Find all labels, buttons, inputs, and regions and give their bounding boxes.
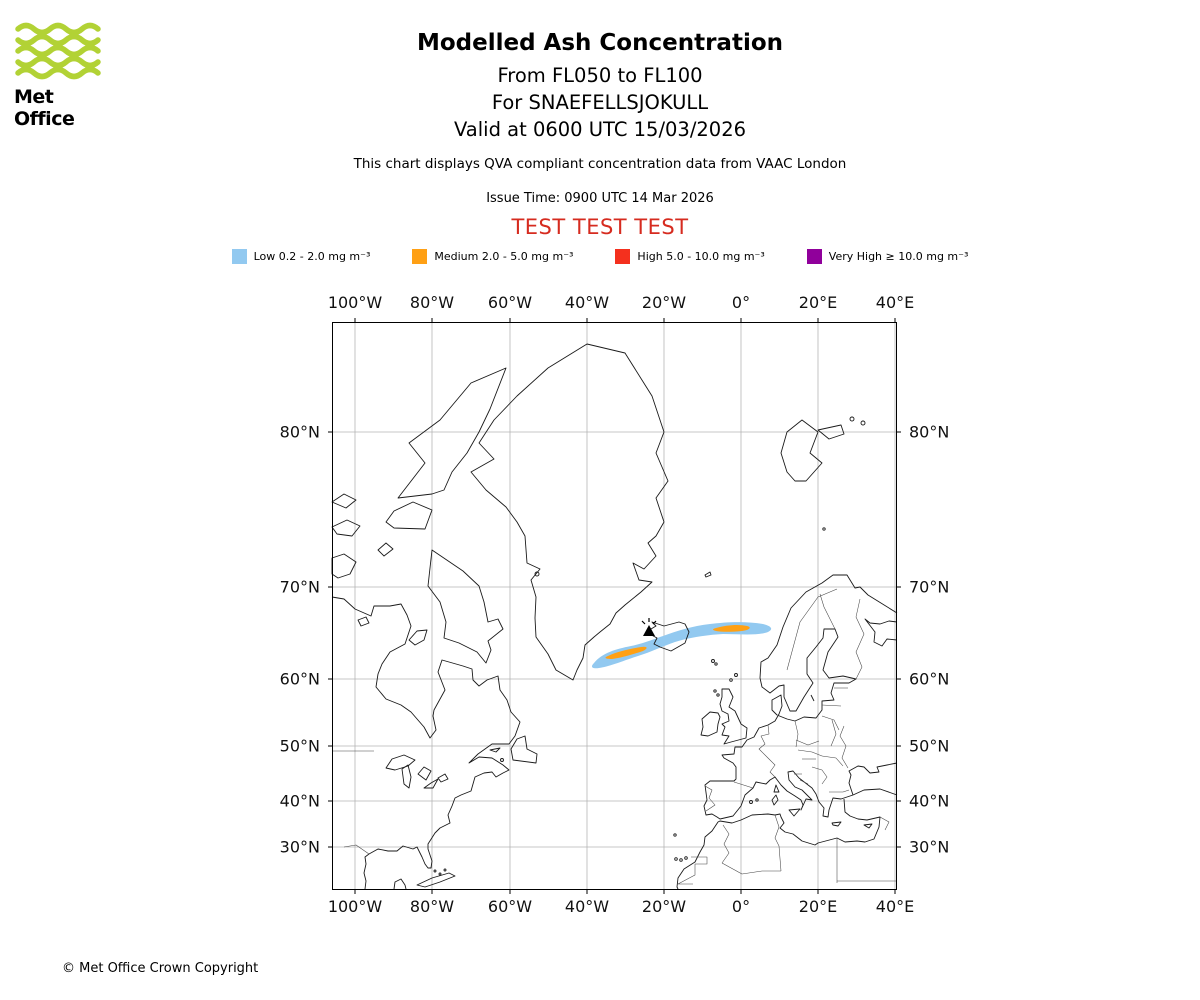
coast-arctic-island — [331, 519, 361, 537]
coast-north-america — [331, 596, 521, 890]
coast-europe-main — [703, 574, 898, 820]
x-tick-label-bottom: 20°E — [798, 897, 838, 916]
coast-king-william — [357, 616, 370, 627]
volcano-marker-icon — [641, 618, 657, 636]
y-tick-label-right: 70°N — [909, 577, 950, 597]
y-tick-label-right: 60°N — [909, 669, 950, 689]
coast-cuba — [416, 872, 456, 888]
y-tick-label-right: 40°N — [909, 791, 950, 811]
y-tick-label-right: 80°N — [909, 422, 950, 442]
coast-victoria-island — [331, 553, 357, 579]
ash-plume-layer — [591, 622, 772, 669]
x-tick-label-bottom: 0° — [731, 897, 751, 916]
legend-item: Very High ≥ 10.0 mg m⁻³ — [806, 249, 969, 264]
x-tick-label-top: 40°E — [875, 293, 915, 312]
coast-arctic-island-2 — [331, 493, 357, 509]
coast-corsica — [773, 784, 780, 793]
x-tick-label-top: 80°W — [409, 293, 455, 312]
y-tick-label-left: 80°N — [279, 422, 320, 442]
coast-iceland — [645, 621, 690, 652]
x-tick-label-bottom: 60°W — [487, 897, 533, 916]
x-tick-label-top: 20°W — [641, 293, 687, 312]
legend-swatch — [231, 249, 247, 264]
coastlines — [331, 343, 898, 890]
legend-item: High 5.0 - 10.0 mg m⁻³ — [615, 249, 765, 264]
y-tick-label-right: 30°N — [909, 837, 950, 857]
x-tick-label-top: 0° — [731, 293, 751, 312]
flight-level-subtitle: From FL050 to FL100 — [497, 64, 703, 87]
y-tick-label-right: 50°N — [909, 736, 950, 756]
test-banner: TEST TEST TEST — [511, 215, 689, 239]
y-tick-label-left: 50°N — [279, 736, 320, 756]
coast-crete — [831, 821, 842, 827]
coast-cyprus — [863, 823, 873, 829]
coast-sardinia — [771, 794, 779, 806]
chart-description: This chart displays QVA compliant concen… — [353, 156, 847, 172]
axis-tick-marks — [328, 318, 901, 894]
x-tick-label-top: 40°W — [564, 293, 610, 312]
legend: Low 0.2 - 2.0 mg m⁻³ Medium 2.0 - 5.0 mg … — [0, 249, 1200, 264]
coast-turkey-levant-africa — [676, 798, 881, 890]
map-canvas — [328, 318, 901, 894]
coast-newfoundland — [510, 735, 538, 764]
x-tick-label-bottom: 40°E — [875, 897, 915, 916]
coast-sicily — [788, 808, 801, 817]
coast-svalbard — [780, 419, 823, 482]
coast-ireland — [700, 711, 721, 737]
legend-item: Medium 2.0 - 5.0 mg m⁻³ — [412, 249, 573, 264]
coast-greenland — [470, 343, 669, 681]
x-tick-label-top: 60°W — [487, 293, 533, 312]
coast-yucatan — [393, 878, 407, 890]
y-tick-label-left: 60°N — [279, 669, 320, 689]
coast-somerset-island — [377, 542, 394, 557]
coast-southampton-island — [408, 629, 428, 646]
coast-devon-island — [385, 501, 433, 530]
y-tick-label-left: 70°N — [279, 577, 320, 597]
copyright-notice: © Met Office Crown Copyright — [62, 961, 259, 976]
coast-ellesmere — [397, 367, 507, 499]
coast-baffin-island — [427, 549, 504, 664]
logo-waves-icon — [15, 22, 101, 80]
coast-svalbard-ne — [817, 424, 845, 440]
graticule — [332, 322, 897, 890]
x-tick-label-bottom: 20°W — [641, 897, 687, 916]
ash-low-plume — [591, 622, 772, 669]
logo-wordmark: Met Office — [14, 86, 75, 130]
valid-time-subtitle: Valid at 0600 UTC 15/03/2026 — [453, 118, 747, 141]
legend-swatch — [412, 249, 428, 264]
met-office-logo: Met Office — [14, 22, 114, 130]
x-tick-label-bottom: 80°W — [409, 897, 455, 916]
y-tick-label-left: 30°N — [279, 837, 320, 857]
legend-swatch — [615, 249, 631, 264]
great-lakes — [385, 754, 449, 789]
x-tick-label-top: 20°E — [798, 293, 838, 312]
map-frame — [332, 322, 897, 890]
issue-time: Issue Time: 0900 UTC 14 Mar 2026 — [486, 191, 714, 206]
coast-white-sea — [864, 618, 898, 647]
coast-jan-mayen — [704, 571, 712, 578]
ash-medium-patch-east — [713, 624, 750, 632]
volcano-subtitle: For SNAEFELLSJOKULL — [491, 91, 709, 114]
x-tick-label-top: 100°W — [327, 293, 383, 312]
legend-label: Low 0.2 - 2.0 mg m⁻³ — [253, 250, 371, 263]
x-tick-label-bottom: 40°W — [564, 897, 610, 916]
legend-label: High 5.0 - 10.0 mg m⁻³ — [637, 250, 765, 263]
legend-label: Very High ≥ 10.0 mg m⁻³ — [828, 250, 969, 263]
legend-label: Medium 2.0 - 5.0 mg m⁻³ — [434, 250, 574, 263]
ash-medium-patch-west — [605, 646, 647, 659]
coast-black-sea-north — [848, 762, 898, 796]
legend-item: Low 0.2 - 2.0 mg m⁻³ — [231, 249, 371, 264]
chart-header: Modelled Ash Concentration From FL050 to… — [0, 30, 1200, 264]
legend-swatch — [806, 249, 822, 264]
small-islands — [433, 416, 866, 876]
y-tick-label-left: 40°N — [279, 791, 320, 811]
x-tick-label-bottom: 100°W — [327, 897, 383, 916]
coast-great-britain — [719, 688, 748, 745]
chart-title: Modelled Ash Concentration — [416, 30, 784, 56]
country-borders — [332, 588, 897, 885]
coast-anticosti — [489, 747, 501, 753]
